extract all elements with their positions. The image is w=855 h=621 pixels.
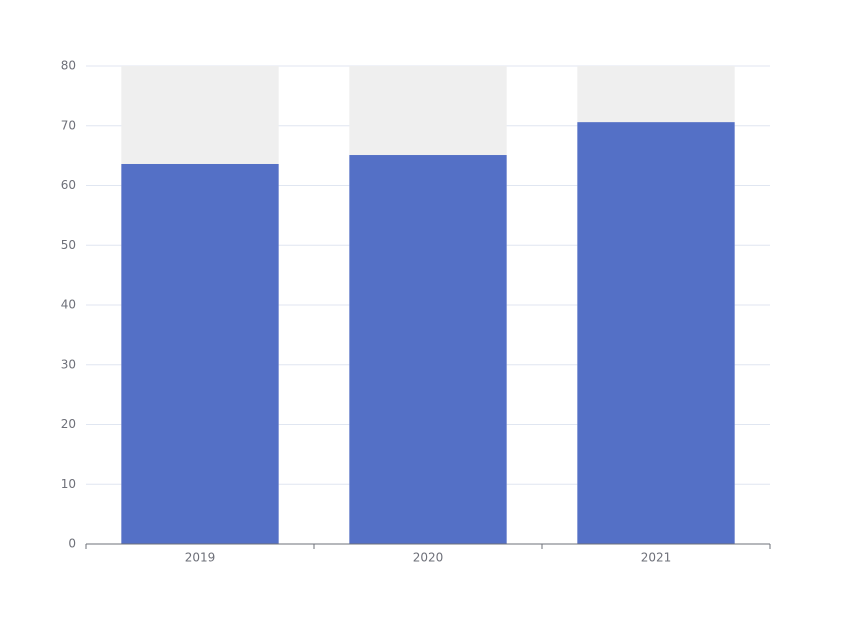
x-tick-label: 2020: [413, 551, 444, 565]
x-tick-label: 2019: [185, 551, 216, 565]
y-tick-label: 20: [61, 417, 76, 431]
bar: [349, 155, 507, 544]
y-tick-label: 80: [61, 59, 76, 73]
y-tick-label: 0: [68, 537, 76, 551]
y-tick-label: 30: [61, 357, 76, 371]
y-tick-label: 40: [61, 298, 76, 312]
bar: [577, 122, 735, 544]
y-tick-label: 60: [61, 178, 76, 192]
bar: [121, 163, 279, 545]
x-tick-label: 2021: [641, 551, 672, 565]
y-tick-label: 50: [61, 238, 76, 252]
y-tick-label: 70: [61, 118, 76, 132]
y-tick-label: 10: [61, 477, 76, 491]
